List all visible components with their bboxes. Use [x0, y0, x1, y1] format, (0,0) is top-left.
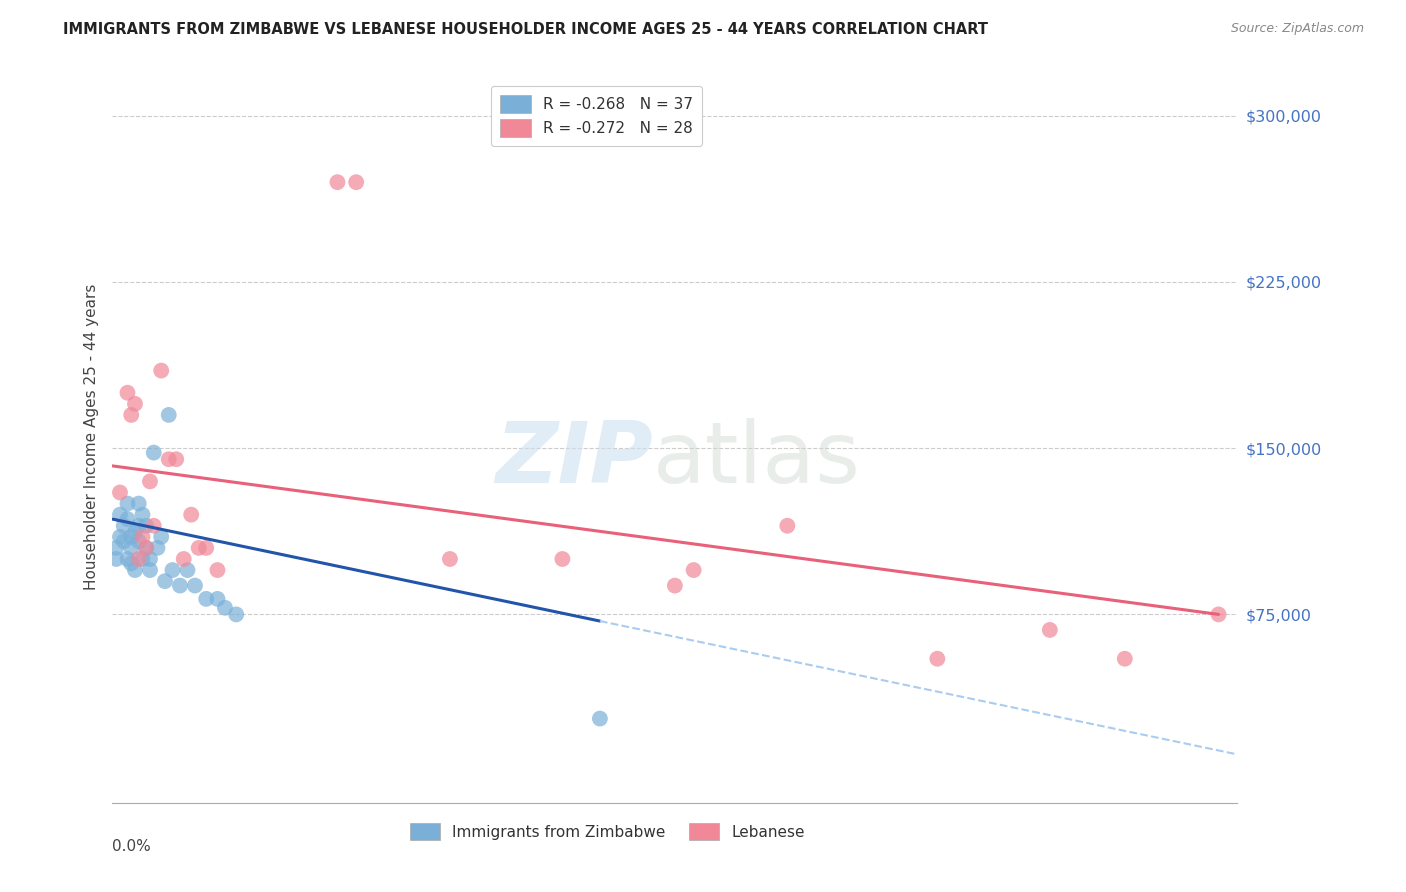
Point [131, 530, 153, 544]
Text: IMMIGRANTS FROM ZIMBABWE VS LEBANESE HOUSEHOLDER INCOME AGES 25 - 44 YEARS CORRE: IMMIGRANTS FROM ZIMBABWE VS LEBANESE HOU… [63, 22, 988, 37]
Point [124, 563, 146, 577]
Point [682, 563, 704, 577]
Point [344, 175, 367, 189]
Point [108, 508, 131, 522]
Point [117, 512, 139, 526]
Point [326, 175, 349, 189]
Point [120, 530, 142, 544]
Text: atlas: atlas [652, 417, 860, 500]
Point [173, 552, 195, 566]
Point [105, 541, 128, 555]
Point [131, 552, 153, 566]
Point [117, 385, 139, 400]
Point [120, 541, 142, 555]
Point [135, 541, 157, 555]
Point [150, 363, 173, 377]
Point [180, 508, 202, 522]
Text: 0.0%: 0.0% [112, 839, 152, 855]
Point [195, 591, 218, 606]
Point [139, 552, 162, 566]
Point [153, 574, 176, 589]
Point [187, 541, 209, 555]
Point [776, 518, 799, 533]
Point [128, 497, 150, 511]
Text: Source: ZipAtlas.com: Source: ZipAtlas.com [1230, 22, 1364, 36]
Point [214, 600, 236, 615]
Legend: Immigrants from Zimbabwe, Lebanese: Immigrants from Zimbabwe, Lebanese [404, 816, 811, 847]
Point [135, 518, 157, 533]
Point [1114, 651, 1136, 665]
Point [142, 518, 165, 533]
Point [169, 578, 191, 592]
Point [139, 563, 162, 577]
Point [207, 591, 229, 606]
Point [589, 712, 612, 726]
Point [195, 541, 218, 555]
Point [135, 541, 157, 555]
Point [105, 552, 128, 566]
Point [117, 497, 139, 511]
Point [128, 534, 150, 549]
Point [207, 563, 229, 577]
Point [142, 445, 165, 459]
Point [120, 408, 142, 422]
Point [157, 452, 180, 467]
Point [225, 607, 247, 622]
Point [124, 397, 146, 411]
Text: ZIP: ZIP [495, 417, 652, 500]
Point [157, 408, 180, 422]
Point [128, 518, 150, 533]
Point [124, 525, 146, 540]
Point [927, 651, 949, 665]
Point [108, 530, 131, 544]
Point [128, 552, 150, 566]
Point [139, 475, 162, 489]
Point [551, 552, 574, 566]
Point [108, 485, 131, 500]
Point [146, 541, 169, 555]
Point [176, 563, 198, 577]
Point [184, 578, 207, 592]
Point [120, 557, 142, 571]
Point [162, 563, 184, 577]
Point [1208, 607, 1230, 622]
Point [117, 552, 139, 566]
Point [1039, 623, 1062, 637]
Point [165, 452, 187, 467]
Point [131, 508, 153, 522]
Point [150, 530, 173, 544]
Point [664, 578, 686, 592]
Point [112, 534, 135, 549]
Point [439, 552, 461, 566]
Point [112, 518, 135, 533]
Y-axis label: Householder Income Ages 25 - 44 years: Householder Income Ages 25 - 44 years [83, 284, 98, 591]
